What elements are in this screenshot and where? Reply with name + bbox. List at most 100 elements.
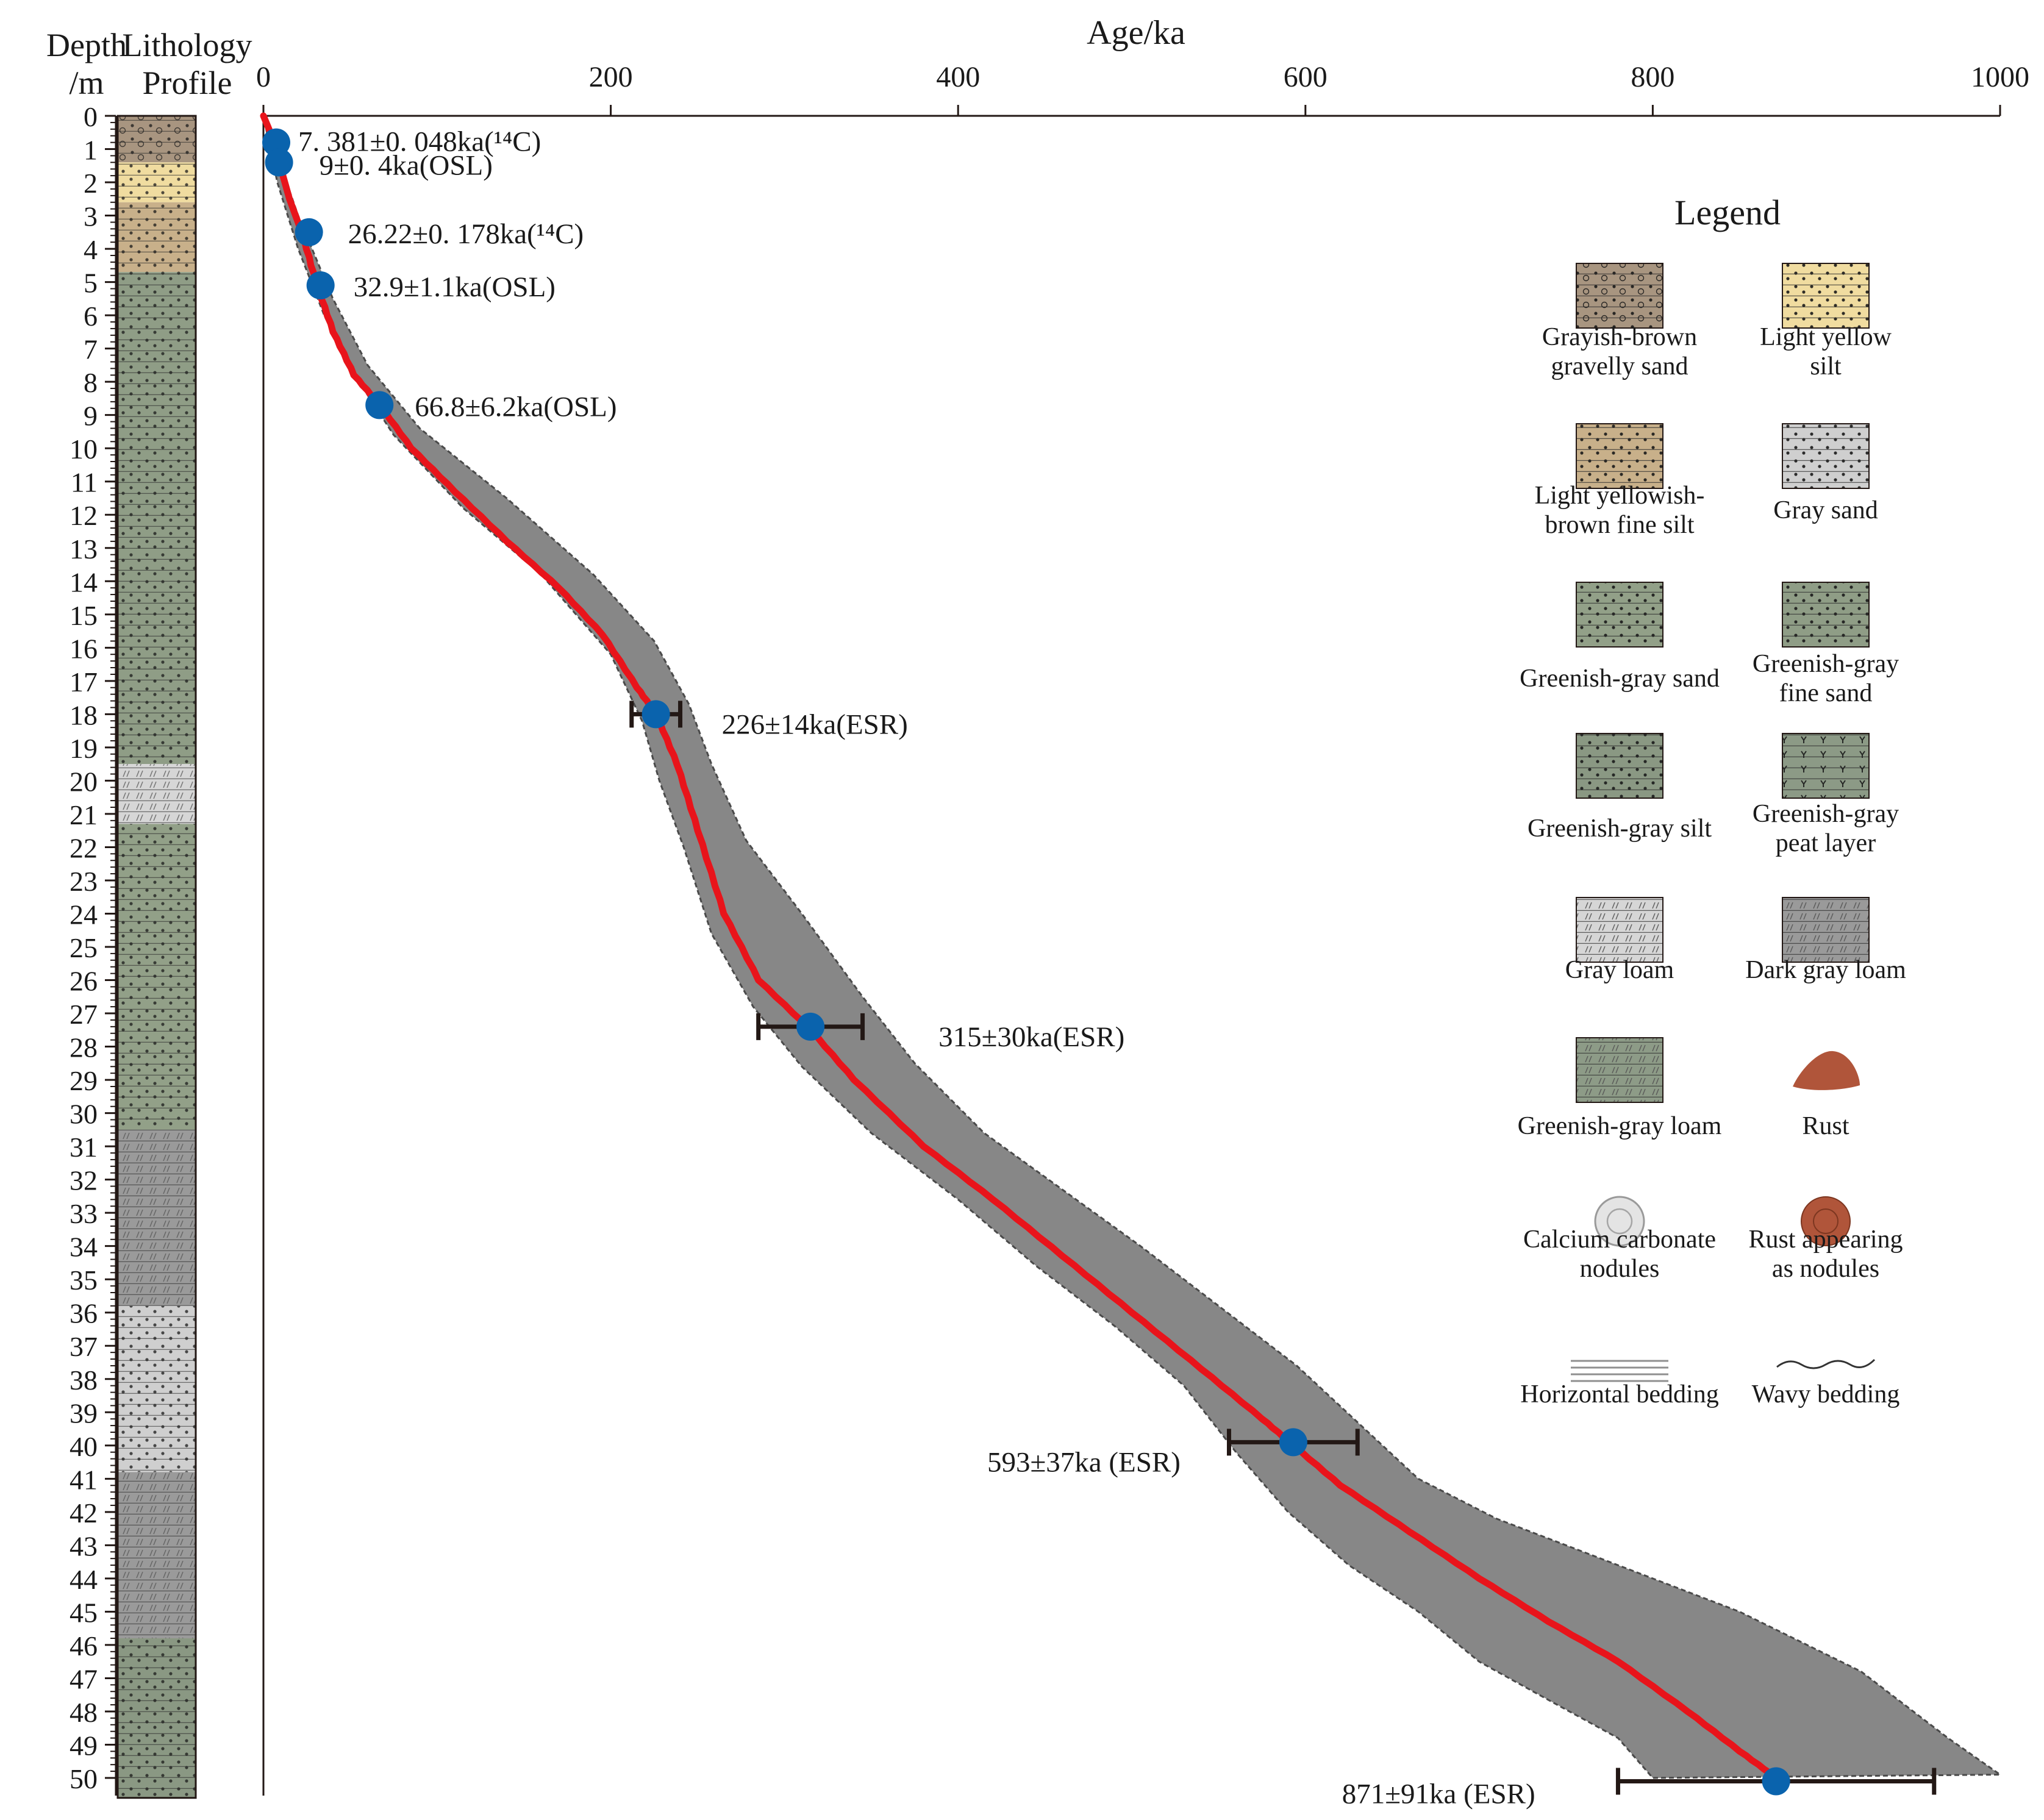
profile-header: Profile (143, 65, 232, 101)
depth-tick-label: 40 (70, 1431, 98, 1462)
legend-label: Greenish-gray (1753, 650, 1899, 678)
legend-swatch-border (1782, 582, 1870, 648)
depth-tick-label: 42 (70, 1497, 98, 1529)
calcium-nodule-icon (1594, 1196, 1645, 1247)
depth-tick-label: 21 (70, 799, 98, 830)
depth-tick-label: 44 (70, 1564, 98, 1595)
dating-point-osl (365, 391, 394, 419)
dating-label: 7. 381±0. 048ka(¹⁴C) (298, 126, 541, 158)
legend-item: Horizontal bedding (1520, 1360, 1719, 1408)
depth-tick-label: 8 (84, 367, 98, 398)
depth-tick-label: 1 (84, 135, 98, 166)
legend-label: gravelly sand (1551, 352, 1688, 380)
legend-title: Legend (1674, 193, 1781, 232)
depth-axis: 0123456789101112131415161718192021222324… (70, 101, 117, 1796)
x-tick-label: 200 (589, 61, 633, 93)
legend-swatch-border (1576, 733, 1663, 799)
depth-tick-label: 39 (70, 1397, 98, 1429)
legend-label: Greenish-gray sand (1520, 665, 1720, 693)
legend-item: Rust (1793, 1051, 1860, 1140)
depth-tick-label: 32 (70, 1165, 98, 1196)
depth-tick-label: 36 (70, 1298, 98, 1329)
depth-tick-label: 25 (70, 932, 98, 963)
depth-tick-label: 23 (70, 866, 98, 897)
legend-swatch-bedding (1576, 263, 1663, 328)
dating-point-osl (265, 148, 293, 177)
depth-tick-label: 37 (70, 1331, 98, 1362)
lithology-bedding (118, 202, 196, 273)
depth-tick-label: 31 (70, 1132, 98, 1163)
depth-tick-label: 41 (70, 1464, 98, 1495)
depth-tick-label: 22 (70, 832, 98, 863)
lithology-bedding (118, 1305, 196, 1472)
x-tick-label: 800 (1631, 61, 1674, 93)
legend-label: as nodules (1772, 1255, 1879, 1283)
legend-swatch-bedding (1576, 582, 1663, 647)
legend-label: brown fine silt (1545, 511, 1695, 539)
depth-tick-label: 12 (70, 500, 98, 531)
depth-tick-label: 28 (70, 1032, 98, 1063)
lithology-bedding (118, 1472, 196, 1639)
legend-label: Dark gray loam (1745, 956, 1906, 984)
lithology-bedding (118, 1638, 196, 1798)
legend-item: Light yellowish-brown fine silt (1535, 423, 1704, 539)
x-tick-label: 600 (1284, 61, 1328, 93)
depth-tick-label: 34 (70, 1232, 98, 1263)
uncertainty-band (262, 115, 2003, 1779)
legend-label: Rust appearing (1748, 1226, 1903, 1254)
dating-label: 593±37ka (ESR) (987, 1446, 1181, 1478)
legend-swatch-border (1782, 263, 1870, 329)
depth-tick-label: 27 (70, 999, 98, 1030)
legend-swatch-border (1782, 897, 1870, 963)
age-model-line (260, 112, 1780, 1782)
lithology-bedding (118, 162, 196, 202)
legend-swatch-bedding (1782, 898, 1869, 962)
depth-tick-label: 4 (84, 234, 98, 265)
depth-tick-label: 24 (70, 899, 98, 930)
legend-label: Wavy bedding (1752, 1380, 1900, 1408)
legend-swatch-bedding (1576, 1038, 1663, 1102)
x-tick-label: 1000 (1971, 61, 2029, 93)
lithology-bedding (118, 272, 196, 765)
depth-tick-label: 14 (70, 566, 98, 598)
legend-label: Greenish-gray (1753, 800, 1899, 828)
legend-swatch-border (1576, 1037, 1663, 1103)
legend-swatch-bedding (1782, 733, 1869, 798)
depth-tick-label: 19 (70, 733, 98, 764)
legend-item: Wavy bedding (1752, 1358, 1900, 1408)
lithology-header: Lithology (123, 27, 252, 63)
depth-tick-label: 47 (70, 1663, 98, 1694)
dating-point-esr (1279, 1428, 1307, 1457)
lithology-bedding (118, 116, 196, 163)
legend-swatch-border (1576, 423, 1663, 489)
depth-tick-label: 20 (70, 766, 98, 797)
legend-swatch-border (1576, 582, 1663, 648)
age-model-curve (260, 112, 1780, 1782)
legend-label: Greenish-gray loam (1518, 1112, 1722, 1140)
legend-swatch-border (1782, 733, 1870, 799)
legend-swatch-bedding (1576, 733, 1663, 798)
legend-swatch-border (1576, 897, 1663, 963)
depth-tick-label: 35 (70, 1265, 98, 1296)
depth-tick-label: 38 (70, 1365, 98, 1396)
depth-tick-label: 2 (84, 168, 98, 199)
depth-tick-label: 29 (70, 1065, 98, 1096)
legend-swatch-bedding (1782, 263, 1869, 328)
calcium-nodule-inner-icon (1606, 1208, 1633, 1235)
uncertainty-band-area (262, 115, 2003, 1779)
legend-item: Gray loam (1565, 897, 1674, 984)
legend-label: Greenish-gray silt (1528, 815, 1712, 843)
dating-label: 9±0. 4ka(OSL) (320, 149, 493, 181)
x-tick-label: 400 (936, 61, 980, 93)
legend-label: Calcium carbonate (1523, 1226, 1716, 1254)
depth-tick-label: 50 (70, 1763, 98, 1794)
legend-item: Greenish-gray silt (1528, 733, 1712, 843)
depth-tick-label: 26 (70, 966, 98, 997)
wavy-bedding-icon (1776, 1358, 1876, 1369)
rust-nodule-inner-icon (1813, 1208, 1839, 1234)
dating-label: 32.9±1.1ka(OSL) (354, 271, 556, 303)
